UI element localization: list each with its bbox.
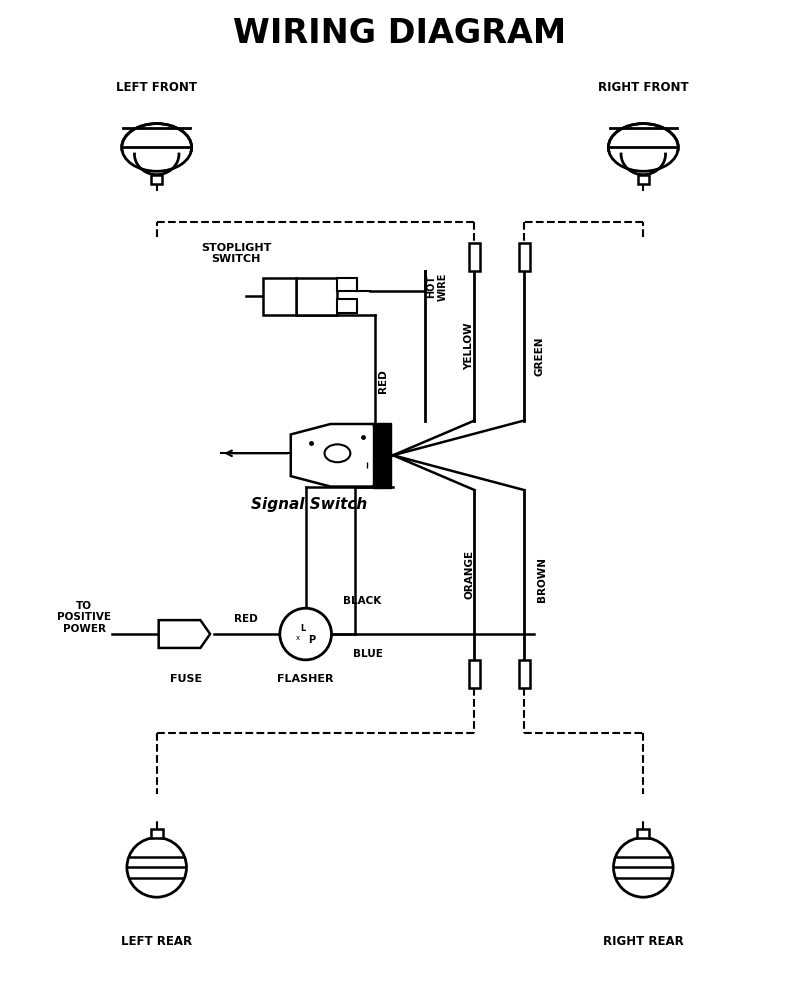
FancyBboxPatch shape xyxy=(150,830,162,838)
Circle shape xyxy=(280,608,331,660)
Circle shape xyxy=(127,838,186,897)
FancyBboxPatch shape xyxy=(338,277,358,291)
FancyBboxPatch shape xyxy=(518,243,530,270)
FancyBboxPatch shape xyxy=(638,175,649,184)
Ellipse shape xyxy=(122,124,192,171)
Text: FUSE: FUSE xyxy=(170,674,202,684)
Text: RED: RED xyxy=(234,614,258,624)
Text: FLASHER: FLASHER xyxy=(278,674,334,684)
FancyBboxPatch shape xyxy=(518,660,530,688)
Text: TO
POSITIVE
POWER: TO POSITIVE POWER xyxy=(58,601,111,634)
FancyBboxPatch shape xyxy=(469,660,480,688)
FancyBboxPatch shape xyxy=(118,152,195,178)
Text: L: L xyxy=(300,624,306,633)
Text: WIRING DIAGRAM: WIRING DIAGRAM xyxy=(234,17,566,50)
FancyBboxPatch shape xyxy=(469,243,480,270)
FancyBboxPatch shape xyxy=(151,175,162,184)
FancyBboxPatch shape xyxy=(373,423,391,487)
Text: BROWN: BROWN xyxy=(537,557,547,602)
Text: GREEN: GREEN xyxy=(534,337,544,376)
Text: STOPLIGHT
SWITCH: STOPLIGHT SWITCH xyxy=(201,243,271,264)
Polygon shape xyxy=(290,424,387,486)
Text: RIGHT FRONT: RIGHT FRONT xyxy=(598,81,689,94)
Text: HOT
WIRE: HOT WIRE xyxy=(426,272,447,301)
FancyBboxPatch shape xyxy=(296,277,338,315)
Ellipse shape xyxy=(608,124,678,171)
Text: YELLOW: YELLOW xyxy=(465,322,474,370)
Text: BLACK: BLACK xyxy=(343,596,382,606)
Text: RIGHT REAR: RIGHT REAR xyxy=(603,936,684,948)
FancyBboxPatch shape xyxy=(338,299,358,313)
Polygon shape xyxy=(158,620,210,647)
Text: RED: RED xyxy=(378,369,388,393)
Text: LEFT FRONT: LEFT FRONT xyxy=(116,81,198,94)
Text: x: x xyxy=(296,635,300,641)
Text: P: P xyxy=(308,635,315,645)
Circle shape xyxy=(614,838,673,897)
Ellipse shape xyxy=(325,445,350,462)
Text: Signal Switch: Signal Switch xyxy=(251,497,367,513)
FancyBboxPatch shape xyxy=(605,152,682,178)
Text: ORANGE: ORANGE xyxy=(465,549,474,599)
Text: BLUE: BLUE xyxy=(354,648,383,659)
FancyBboxPatch shape xyxy=(263,277,296,315)
Text: LEFT REAR: LEFT REAR xyxy=(121,936,192,948)
FancyBboxPatch shape xyxy=(638,830,650,838)
